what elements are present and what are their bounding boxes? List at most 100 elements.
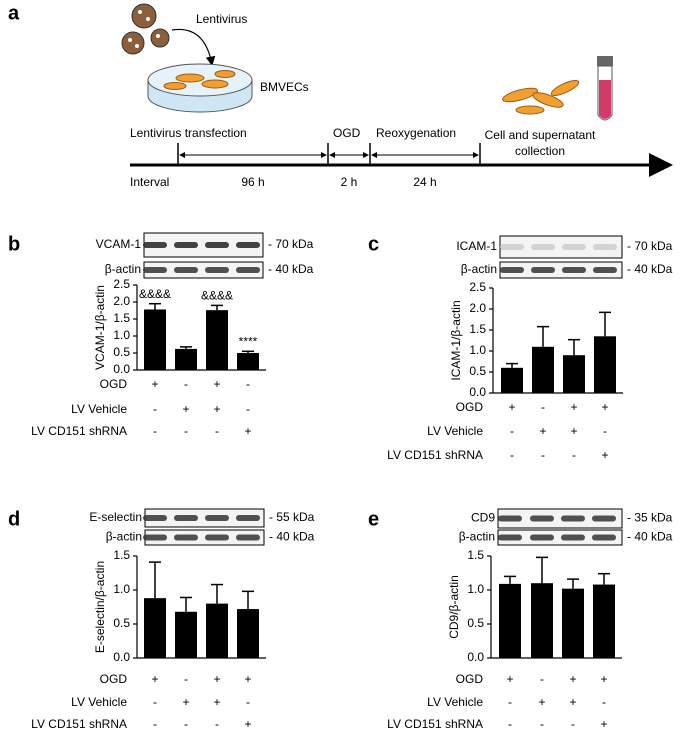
condition-label: OGD bbox=[100, 377, 128, 391]
condition-label: LV Vehicle bbox=[427, 424, 483, 438]
bar bbox=[175, 611, 197, 658]
blot-label: CD9 bbox=[471, 511, 495, 525]
blot-label: β-actin bbox=[106, 530, 142, 544]
bar bbox=[206, 603, 228, 658]
blot-band bbox=[531, 244, 555, 250]
blot-band bbox=[174, 534, 198, 541]
cell-label: BMVECs bbox=[260, 80, 309, 94]
condition-sign: - bbox=[153, 402, 157, 416]
blot-band bbox=[205, 267, 229, 273]
blot-band bbox=[562, 267, 586, 273]
condition-sign: + bbox=[213, 695, 220, 709]
condition-sign: - bbox=[246, 377, 250, 391]
condition-sign: + bbox=[244, 672, 251, 686]
interval-duration: 2 h bbox=[341, 175, 358, 189]
stage-label: Cell and supernatant bbox=[485, 128, 596, 142]
condition-label: LV Vehicle bbox=[71, 402, 127, 416]
bar bbox=[594, 336, 616, 393]
blot-band bbox=[500, 244, 524, 250]
bar bbox=[562, 588, 584, 658]
condition-sign: + bbox=[601, 448, 608, 462]
y-tick-label: 0.5 bbox=[113, 345, 130, 359]
blot-label: β-actin bbox=[461, 262, 497, 276]
condition-sign: + bbox=[244, 717, 251, 731]
stage-label: collection bbox=[515, 144, 565, 158]
kda-label: - 70 kDa bbox=[627, 239, 673, 253]
y-tick-label: 0.5 bbox=[113, 616, 130, 630]
interval-duration: 24 h bbox=[413, 175, 436, 189]
kda-label: - 40 kDa bbox=[269, 530, 315, 544]
bar bbox=[237, 353, 259, 370]
timeline-ticks bbox=[177, 143, 481, 165]
y-axis-label: VCAM-1/β-actin bbox=[93, 285, 107, 370]
y-tick-label: 0.5 bbox=[467, 616, 484, 630]
blot-label: E-selectin bbox=[89, 510, 142, 524]
condition-sign: - bbox=[508, 717, 512, 731]
blot-band bbox=[143, 242, 167, 248]
blot-label: VCAM-1 bbox=[96, 237, 142, 251]
condition-sign: + bbox=[213, 402, 220, 416]
bar bbox=[144, 309, 166, 370]
significance-label: **** bbox=[239, 334, 258, 348]
condition-sign: - bbox=[540, 717, 544, 731]
cells-icon bbox=[502, 79, 580, 115]
y-tick-label: 0.5 bbox=[469, 364, 486, 378]
sample-tube bbox=[597, 56, 613, 121]
blot-band bbox=[592, 534, 616, 541]
y-tick-label: 2.0 bbox=[113, 294, 130, 308]
kda-label: - 40 kDa bbox=[627, 262, 673, 276]
panel-label: a bbox=[8, 2, 20, 24]
bar bbox=[206, 310, 228, 370]
condition-sign: - bbox=[215, 717, 219, 731]
condition-sign: - bbox=[246, 695, 250, 709]
condition-sign: + bbox=[182, 695, 189, 709]
blot-band bbox=[236, 515, 260, 521]
blot-band bbox=[562, 244, 586, 250]
blot-band bbox=[174, 267, 198, 273]
blot-band bbox=[592, 515, 616, 522]
bar bbox=[237, 609, 259, 658]
condition-sign: + bbox=[569, 695, 576, 709]
condition-sign: + bbox=[539, 424, 546, 438]
y-tick-label: 1.0 bbox=[467, 582, 484, 596]
blot-label: ICAM-1 bbox=[456, 239, 497, 253]
infection-arrow bbox=[171, 28, 216, 67]
blot-band bbox=[205, 515, 229, 521]
blot-band bbox=[531, 267, 555, 273]
y-tick-label: 1.5 bbox=[469, 322, 486, 336]
condition-label: OGD bbox=[456, 672, 484, 686]
condition-sign: - bbox=[541, 400, 545, 414]
condition-label: LV CD151 shRNA bbox=[31, 717, 127, 731]
panel-label: c bbox=[368, 233, 379, 255]
blot-band bbox=[500, 267, 524, 273]
condition-label: OGD bbox=[456, 400, 484, 414]
condition-sign: - bbox=[184, 717, 188, 731]
condition-sign: + bbox=[244, 424, 251, 438]
condition-sign: - bbox=[510, 424, 514, 438]
condition-sign: + bbox=[538, 695, 545, 709]
blot-band bbox=[593, 244, 617, 250]
blot-band bbox=[143, 267, 167, 273]
bar bbox=[501, 367, 523, 393]
blot-label: β-actin bbox=[105, 262, 141, 276]
condition-sign: - bbox=[153, 695, 157, 709]
blot-band bbox=[561, 515, 585, 522]
blot-band bbox=[498, 515, 522, 522]
condition-label: LV Vehicle bbox=[71, 695, 127, 709]
y-axis-label: CD9/β-actin bbox=[447, 575, 461, 639]
condition-label: LV CD151 shRNA bbox=[31, 424, 127, 438]
y-tick-label: 1.5 bbox=[467, 548, 484, 562]
condition-sign: - bbox=[153, 717, 157, 731]
blot-band bbox=[174, 515, 198, 521]
blot-band bbox=[236, 534, 260, 541]
bar bbox=[175, 348, 197, 370]
condition-sign: - bbox=[571, 717, 575, 731]
blot-band bbox=[236, 242, 260, 248]
condition-sign: + bbox=[569, 672, 576, 686]
y-axis-label: E-selectin/β-actin bbox=[93, 561, 107, 653]
panel-label: e bbox=[368, 508, 379, 530]
virus-label: Lentivirus bbox=[196, 12, 247, 26]
y-tick-label: 1.5 bbox=[113, 548, 130, 562]
y-tick-label: 0.0 bbox=[113, 650, 130, 664]
